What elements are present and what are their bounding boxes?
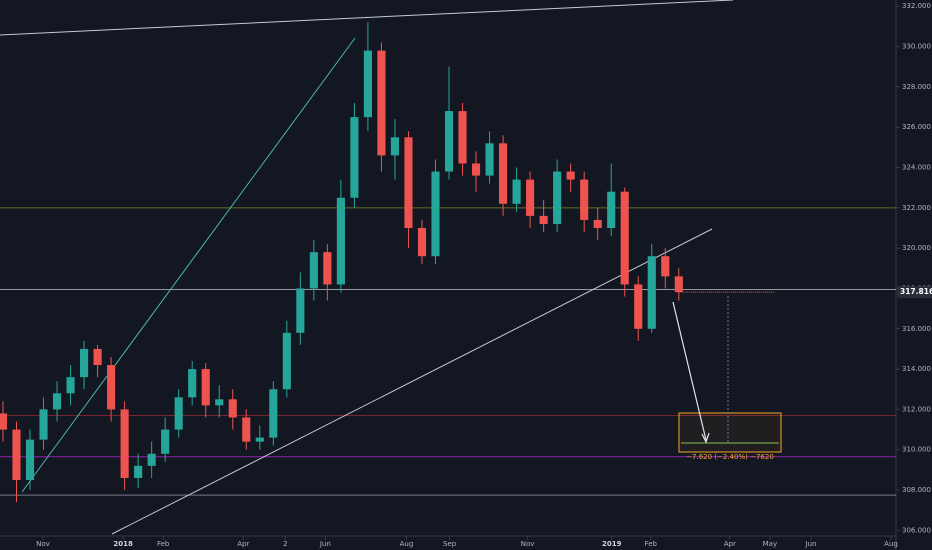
candle-body	[580, 179, 589, 220]
trend-line	[111, 228, 713, 535]
candle-body	[309, 252, 318, 289]
trend-line	[21, 37, 356, 493]
candle-body	[66, 377, 75, 394]
y-tick-label: 330.000	[902, 43, 931, 51]
candle-body	[647, 256, 656, 329]
x-tick-label: Nov	[521, 540, 535, 548]
candle-body	[242, 417, 251, 442]
x-tick-label: Apr	[724, 540, 736, 548]
x-tick-label: Aug	[884, 540, 898, 548]
projection-box	[678, 412, 782, 453]
y-tick-label: 332.000	[902, 2, 931, 10]
candle-body	[471, 163, 481, 176]
candle-body	[120, 409, 129, 478]
candle-body	[593, 219, 602, 228]
x-tick-label: 2018	[113, 540, 133, 548]
x-tick-label: Feb	[645, 540, 658, 548]
candle-body	[390, 137, 400, 156]
y-tick-label: 306.000	[902, 526, 931, 534]
candle-body	[39, 409, 48, 440]
levels	[0, 207, 896, 496]
candle-body	[107, 365, 116, 410]
candles	[0, 22, 775, 503]
axes: 306.000 308.000 310.000 312.000 314.000 316.0…	[36, 2, 932, 548]
candle-body	[93, 348, 102, 366]
candle-body	[485, 143, 494, 176]
candle-body	[255, 437, 264, 442]
candle-body	[539, 215, 548, 224]
candle-body	[620, 191, 629, 285]
y-tick-label: 320.000	[902, 244, 931, 252]
candle-body	[147, 453, 156, 466]
candle-body	[0, 413, 8, 430]
x-tick-label: 2019	[602, 540, 622, 548]
x-tick-label: Jun	[319, 540, 331, 548]
candle-body	[188, 369, 197, 398]
candle-body	[674, 276, 683, 293]
x-tick-label: Feb	[157, 540, 170, 548]
candle-body	[404, 137, 413, 228]
candle-body	[634, 284, 643, 329]
candle-body	[661, 256, 670, 277]
candle-body	[377, 50, 386, 156]
x-tick-label: 2	[283, 540, 287, 548]
last-price-box	[897, 286, 932, 299]
candle-body	[350, 117, 359, 198]
candle-body	[215, 399, 224, 406]
y-tick-label: 310.000	[902, 446, 931, 454]
candle-body	[566, 171, 575, 180]
candle-body	[323, 252, 332, 285]
candle-body	[282, 332, 291, 390]
candle-body	[161, 429, 170, 454]
candle-body	[553, 171, 562, 224]
candle-body	[417, 227, 427, 257]
x-tick-label: Aug	[400, 540, 414, 548]
candle-body	[174, 397, 183, 430]
y-tick-label: 326.000	[902, 123, 931, 131]
candle-body	[336, 197, 345, 285]
arrow-head	[701, 432, 710, 444]
candle-body	[499, 143, 508, 204]
x-tick-label: Nov	[36, 540, 50, 548]
last-price-label: 317.816	[900, 287, 932, 296]
y-tick-label: 312.000	[902, 405, 931, 413]
x-tick-label: May	[763, 540, 777, 548]
candle-body	[431, 171, 440, 257]
candle-body	[363, 50, 372, 118]
trend-line	[0, 0, 734, 36]
y-tick-label: 314.000	[902, 365, 931, 373]
candle-body	[52, 393, 62, 410]
y-tick-label: 316.000	[902, 325, 931, 333]
y-tick-label: 328.000	[902, 83, 931, 91]
candle-body	[269, 389, 278, 438]
candle-body	[526, 179, 535, 216]
y-tick-label: 322.000	[902, 204, 931, 212]
y-tick-label: 308.000	[902, 486, 931, 494]
candle-body	[201, 369, 210, 406]
candle-body	[80, 348, 89, 378]
candle-body	[512, 179, 521, 204]
x-tick-label: Apr	[237, 540, 249, 548]
candle-body	[25, 439, 35, 480]
candle-body	[296, 288, 305, 333]
candle-body	[444, 111, 454, 172]
y-tick-label: 324.000	[902, 164, 931, 172]
candle-body	[228, 399, 237, 418]
candle-body	[458, 111, 467, 164]
x-tick-label: Sep	[443, 540, 457, 548]
candle-body	[134, 465, 143, 478]
candle-body	[607, 191, 616, 228]
projection-label: −7.620 (−2.40%) −7620	[686, 453, 774, 461]
candle-body	[12, 429, 21, 480]
projection-arrow	[672, 301, 707, 441]
x-tick-label: Jun	[805, 540, 817, 548]
